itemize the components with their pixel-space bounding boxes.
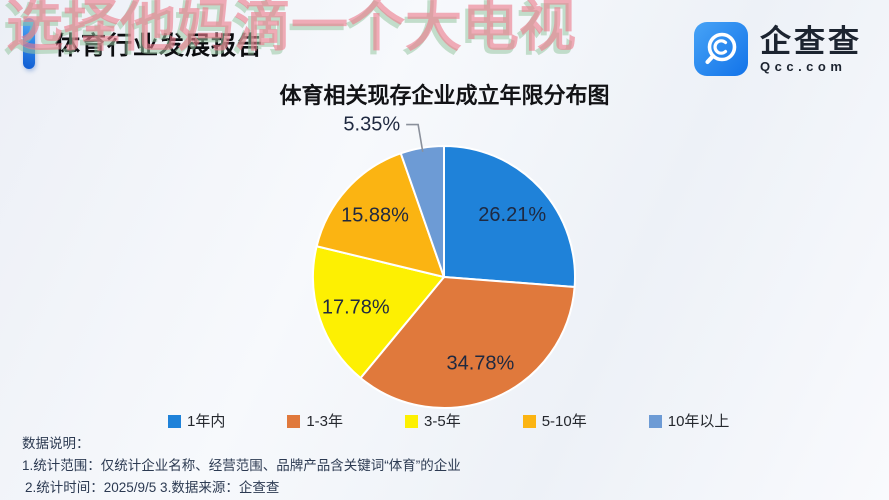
pie-slice-1年内 (443, 145, 576, 288)
legend-label: 3-5年 (424, 413, 461, 430)
pie-slice-5-10年 (315, 152, 445, 278)
logo-text: 企查查 Qcc.com (760, 26, 862, 73)
legend-swatch (168, 415, 181, 428)
pie-slice-label: 17.78% (322, 296, 390, 318)
legend-item-1年内: 1年内 (168, 414, 225, 429)
footnotes: 数据说明： 1.统计范围：仅统计企业名称、经营范围、品牌产品含关键词“体育”的企… (22, 433, 461, 499)
header: 体育行业发展报告 (23, 18, 263, 69)
legend-label: 1年内 (187, 413, 226, 430)
accent-bar (23, 18, 35, 69)
legend-swatch (648, 415, 662, 428)
pie-slice-label: 34.78% (446, 353, 514, 375)
legend-label: 5-10年 (541, 413, 587, 430)
legend-swatch (287, 415, 301, 428)
logo-name: 企查查 (760, 23, 862, 59)
chart-title: 体育相关现存企业成立年限分布图 (279, 83, 610, 108)
pie-slice-label: 5.35% (343, 114, 400, 136)
legend-swatch (522, 415, 536, 428)
notes-heading: 数据说明： (22, 436, 90, 451)
pie-slice-1-3年 (359, 276, 576, 409)
pie-slice-label: 26.21% (478, 204, 546, 226)
qcc-magnifier-icon (694, 22, 748, 76)
legend-item-1-3年: 1-3年 (287, 414, 343, 429)
report-title: 体育行业发展报告 (55, 31, 264, 60)
legend-swatch (405, 415, 419, 428)
legend-label: 10年以上 (667, 413, 730, 430)
legend-item-3-5年: 3-5年 (405, 414, 461, 429)
chart-legend: 1年内 1-3年 3-5年 5-10年 10年以上 (168, 414, 729, 429)
notes-line-2: 2.统计时间：2025/9/5 3.数据来源：企查查 (25, 480, 280, 495)
pie-slice-3-5年 (312, 245, 445, 379)
notes-line-1: 1.统计范围：仅统计企业名称、经营范围、品牌产品含关键词“体育”的企业 (22, 458, 461, 473)
pie-slice-label: 15.88% (341, 205, 409, 227)
legend-item-10年以上: 10年以上 (648, 413, 730, 430)
leader-line (406, 123, 424, 152)
legend-item-5-10年: 5-10年 (522, 413, 587, 430)
qcc-logo: 企查查 Qcc.com (694, 22, 862, 76)
legend-label: 1-3年 (306, 413, 344, 430)
logo-domain: Qcc.com (760, 58, 847, 74)
